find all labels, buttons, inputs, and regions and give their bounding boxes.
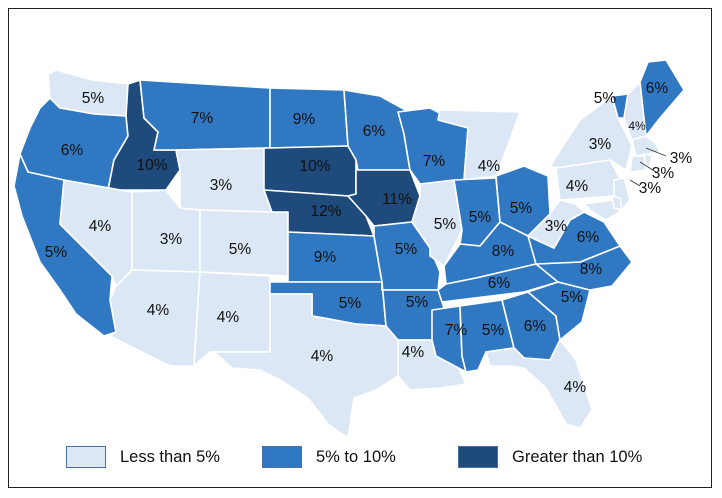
legend: Less than 5% 5% to 10% Greater than 10% xyxy=(0,446,722,480)
state-value-sd: 10% xyxy=(299,158,330,175)
state-value-wi: 7% xyxy=(423,153,446,170)
state-ri xyxy=(643,153,653,167)
legend-item-mid: 5% to 10% xyxy=(262,446,396,468)
state-value-wa: 5% xyxy=(82,90,105,107)
state-value-ar: 5% xyxy=(406,294,429,311)
state-value-va: 6% xyxy=(577,229,600,246)
state-wv xyxy=(527,199,585,249)
legend-swatch-low xyxy=(66,446,106,468)
legend-swatch-mid xyxy=(262,446,302,468)
state-fl xyxy=(485,339,593,429)
state-value-ks: 9% xyxy=(314,249,337,266)
state-value-ma: 3% xyxy=(670,150,693,167)
state-value-in: 5% xyxy=(469,209,492,226)
state-value-tn: 6% xyxy=(488,275,511,292)
state-md xyxy=(583,199,621,221)
state-value-oh: 5% xyxy=(510,200,533,217)
state-tx xyxy=(213,293,399,439)
state-de xyxy=(611,195,623,211)
legend-label-mid: 5% to 10% xyxy=(316,447,396,466)
state-value-vt: 5% xyxy=(594,90,617,107)
state-value-sc: 5% xyxy=(561,289,584,306)
state-value-ca: 5% xyxy=(45,244,68,261)
state-value-fl: 4% xyxy=(564,379,587,396)
state-value-wv: 3% xyxy=(545,218,568,235)
legend-item-high: Greater than 10% xyxy=(458,446,642,468)
state-value-pa: 4% xyxy=(566,178,589,195)
state-value-nj: 3% xyxy=(639,180,662,197)
state-value-ia: 11% xyxy=(382,191,412,208)
state-value-mn: 6% xyxy=(363,123,386,140)
state-value-nd: 9% xyxy=(293,111,316,128)
state-value-ok: 5% xyxy=(339,295,362,312)
state-value-ne: 12% xyxy=(310,203,341,220)
legend-label-low: Less than 5% xyxy=(120,447,220,466)
state-value-nh: 4% xyxy=(628,119,646,133)
state-value-al: 5% xyxy=(482,322,505,339)
leader-line-ma xyxy=(645,147,667,157)
leader-line-ct xyxy=(639,161,657,173)
leader-line-nj xyxy=(629,179,641,187)
state-value-mi: 4% xyxy=(478,158,501,175)
state-value-ct: 3% xyxy=(652,165,675,182)
state-value-ny: 3% xyxy=(589,136,612,153)
state-value-or: 6% xyxy=(61,142,84,159)
state-value-nv: 4% xyxy=(89,218,112,235)
state-value-il: 5% xyxy=(434,216,457,233)
state-value-az: 4% xyxy=(147,302,170,319)
state-value-id: 10% xyxy=(136,157,167,174)
legend-label-high: Greater than 10% xyxy=(512,447,643,466)
state-ct xyxy=(629,155,647,173)
state-value-wy: 3% xyxy=(210,177,233,194)
state-value-mt: 7% xyxy=(191,110,214,127)
state-value-ms: 7% xyxy=(445,322,468,339)
state-me xyxy=(639,59,685,137)
legend-swatch-high xyxy=(458,446,498,468)
state-value-ga: 6% xyxy=(524,318,547,335)
state-value-la: 4% xyxy=(402,344,425,361)
state-value-nm: 4% xyxy=(217,309,240,326)
state-value-co: 5% xyxy=(229,241,252,258)
legend-item-low: Less than 5% xyxy=(66,446,220,468)
state-value-mo: 5% xyxy=(395,241,418,258)
state-value-me: 6% xyxy=(646,80,669,97)
state-value-tx: 4% xyxy=(311,348,334,365)
state-ma xyxy=(631,135,661,157)
state-value-ky: 8% xyxy=(492,243,515,260)
state-value-ut: 3% xyxy=(160,231,183,248)
state-value-nc: 8% xyxy=(580,261,603,278)
state-ny xyxy=(549,95,633,171)
